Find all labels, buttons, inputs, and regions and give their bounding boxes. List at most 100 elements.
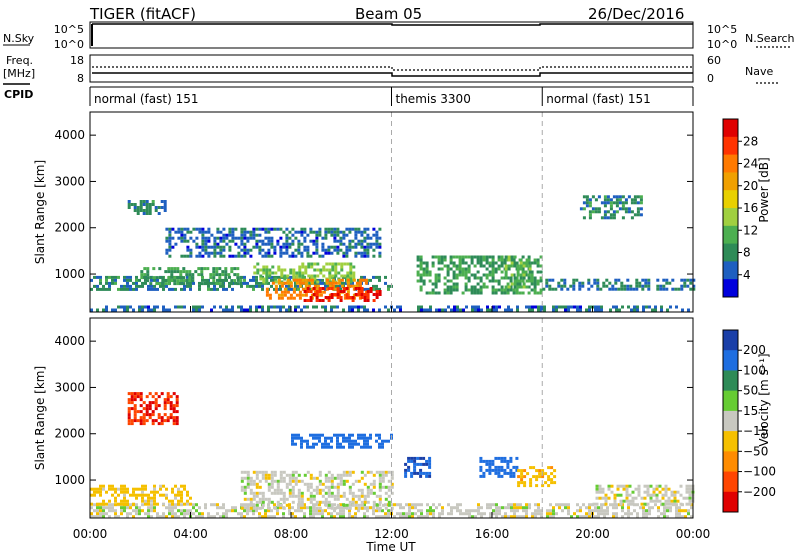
velocity-cell (333, 476, 337, 480)
velocity-cell (147, 496, 150, 500)
power-cell (458, 261, 462, 265)
power-colorbar-tick-label: 8 (743, 246, 751, 260)
power-cell (620, 284, 624, 288)
power-cell (213, 248, 217, 252)
power-cell (452, 288, 456, 292)
velocity-cell (108, 509, 111, 513)
power-cell (165, 227, 169, 231)
velocity-cell (538, 469, 542, 473)
velocity-cell (664, 493, 668, 497)
velocity-cell (378, 445, 381, 449)
power-cell (237, 251, 241, 255)
power-cell (283, 290, 287, 294)
velocity-cell (339, 476, 343, 480)
velocity-cell (553, 475, 557, 479)
power-cell (237, 254, 241, 258)
power-cell (455, 267, 459, 271)
velocity-cell (330, 439, 333, 443)
velocity-cell (553, 481, 557, 485)
velocity-cell (667, 487, 671, 491)
velocity-cell (102, 487, 105, 491)
power-cell (246, 236, 250, 240)
power-cell (346, 271, 350, 275)
cpid-segments: normal (fast) 151 themis 3300 normal (fast… (89, 87, 694, 106)
power-cell (443, 291, 447, 295)
power-cell (458, 270, 462, 274)
power-cell (540, 305, 543, 309)
velocity-cell (126, 487, 129, 491)
power-cell (366, 227, 370, 231)
power-cell (99, 287, 102, 291)
power-cell (522, 273, 526, 277)
power-cell (437, 279, 441, 283)
power-cell (444, 308, 447, 312)
power-cell (298, 268, 302, 272)
velocity-cell (526, 472, 530, 476)
power-cell (399, 308, 402, 312)
velocity-cell (381, 442, 384, 446)
power-cell (357, 290, 361, 293)
power-cell (307, 284, 311, 288)
power-cell (218, 267, 222, 271)
velocity-cell (154, 401, 158, 405)
power-cell (668, 281, 672, 285)
power-cell (438, 308, 441, 312)
velocity-cell (336, 488, 340, 492)
velocity-cell (96, 487, 99, 491)
velocity-cell (351, 491, 355, 495)
velocity-cell (156, 512, 159, 516)
power-cell (292, 278, 296, 282)
velocity-colorbar-tick-label: 100 (743, 363, 766, 377)
power-cell (182, 276, 186, 280)
velocity-cell (291, 500, 295, 504)
power-cell (528, 264, 532, 268)
power-cell (464, 288, 468, 292)
velocity-cell (408, 515, 411, 519)
power-cell (215, 273, 219, 277)
station-title: TIGER (fitACF) (89, 5, 196, 23)
x-tick-label: 12:00 (374, 527, 409, 541)
power-cell (236, 273, 240, 277)
velocity-cell (130, 419, 134, 423)
velocity-cell (315, 509, 318, 513)
velocity-cell (255, 506, 259, 510)
power-cell (277, 296, 281, 300)
velocity-cell (172, 416, 176, 420)
velocity-cell (330, 476, 334, 480)
power-cell (476, 261, 480, 265)
power-cell (464, 282, 468, 286)
power-cell (259, 268, 263, 272)
power-cell (180, 233, 184, 237)
power-cell (452, 255, 456, 259)
velocity-cell (172, 404, 176, 408)
power-cell (279, 287, 282, 291)
power-cell (431, 288, 435, 292)
velocity-cell (519, 506, 522, 510)
power-cell (177, 305, 180, 309)
power-cell (265, 274, 269, 278)
power-cell (291, 233, 295, 237)
power-cell (375, 239, 379, 243)
velocity-cell (515, 468, 519, 472)
power-cell (551, 287, 555, 291)
power-cell (510, 261, 514, 265)
power-cell (253, 265, 257, 269)
y-tick-label: 3000 (54, 174, 85, 188)
power-cell (449, 288, 453, 292)
power-cell (303, 299, 307, 302)
velocity-cell (663, 515, 666, 519)
velocity-cell (404, 462, 408, 466)
power-cell (599, 287, 603, 291)
power-cell (357, 287, 361, 290)
power-cell (213, 245, 217, 249)
velocity-cell (132, 493, 135, 497)
power-cell (255, 239, 259, 243)
velocity-cell (649, 496, 653, 500)
power-cell (363, 275, 366, 279)
power-cell (285, 245, 289, 249)
power-cell (596, 281, 600, 285)
velocity-cell (509, 456, 513, 460)
velocity-cell (363, 494, 367, 498)
velocity-cell (186, 499, 189, 503)
power-cell (210, 308, 213, 312)
